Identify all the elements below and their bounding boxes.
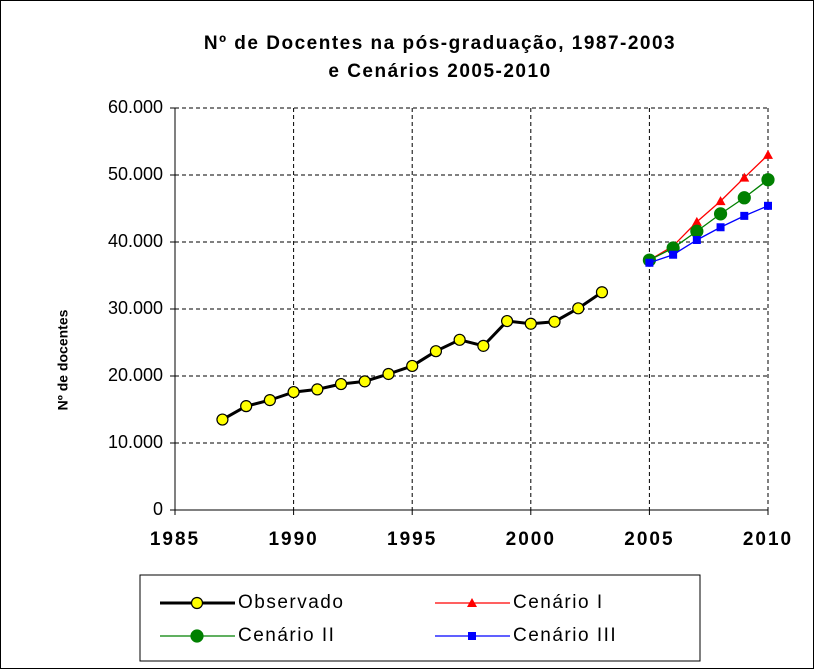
x-tick-label: 1985 xyxy=(150,529,200,550)
y-tick-label: 20.000 xyxy=(108,365,163,385)
y-tick-label: 0 xyxy=(153,499,163,519)
y-tick-label: 40.000 xyxy=(108,231,163,251)
legend-label: Cenário II xyxy=(238,625,335,646)
data-point xyxy=(669,250,678,259)
data-point xyxy=(287,385,300,399)
data-point xyxy=(311,383,324,396)
data-point xyxy=(737,191,751,205)
data-point xyxy=(406,359,419,373)
data-point xyxy=(477,339,490,352)
y-tick-label: 30.000 xyxy=(108,298,163,318)
y-tick-label: 10.000 xyxy=(108,432,163,452)
legend-box xyxy=(139,574,701,662)
data-point xyxy=(716,223,725,232)
data-point xyxy=(263,394,276,407)
data-point xyxy=(334,377,348,391)
data-point xyxy=(691,216,702,226)
legend-marker xyxy=(467,598,477,607)
legend-marker xyxy=(190,596,204,610)
legend-marker xyxy=(190,629,204,643)
data-point xyxy=(453,333,466,346)
data-point xyxy=(595,286,609,299)
legend-label: Cenário I xyxy=(513,592,604,613)
data-point xyxy=(692,235,701,244)
data-point xyxy=(216,413,229,426)
x-tick-label: 1995 xyxy=(387,529,437,550)
legend-label: Cenário III xyxy=(513,625,617,646)
data-point xyxy=(764,201,772,210)
legend-marker xyxy=(468,632,476,640)
data-point xyxy=(548,315,561,328)
data-point xyxy=(715,196,726,206)
x-tick-label: 2000 xyxy=(506,529,556,550)
data-point xyxy=(761,173,775,187)
data-point xyxy=(739,172,750,182)
x-tick-label: 1990 xyxy=(268,529,318,550)
y-tick-label: 50.000 xyxy=(108,164,163,184)
data-point xyxy=(500,314,514,328)
data-point xyxy=(740,211,749,220)
data-point xyxy=(713,207,728,221)
y-tick-label: 60.000 xyxy=(108,97,163,117)
data-point xyxy=(572,302,585,315)
data-point xyxy=(524,317,537,330)
data-point xyxy=(240,400,253,413)
data-point xyxy=(429,345,443,358)
x-tick-label: 2010 xyxy=(743,529,793,550)
chart-title: Nº de Docentes na pós-graduação, 1987-20… xyxy=(204,33,676,54)
legend-label: Observado xyxy=(238,592,344,613)
chart-title: e Cenários 2005-2010 xyxy=(328,61,551,82)
data-point xyxy=(690,224,704,238)
data-point xyxy=(645,258,654,267)
x-tick-label: 2005 xyxy=(624,529,674,550)
data-point xyxy=(358,375,371,388)
data-point xyxy=(763,149,773,159)
y-axis-label: Nº de docentes xyxy=(55,309,71,410)
data-point xyxy=(382,367,395,381)
